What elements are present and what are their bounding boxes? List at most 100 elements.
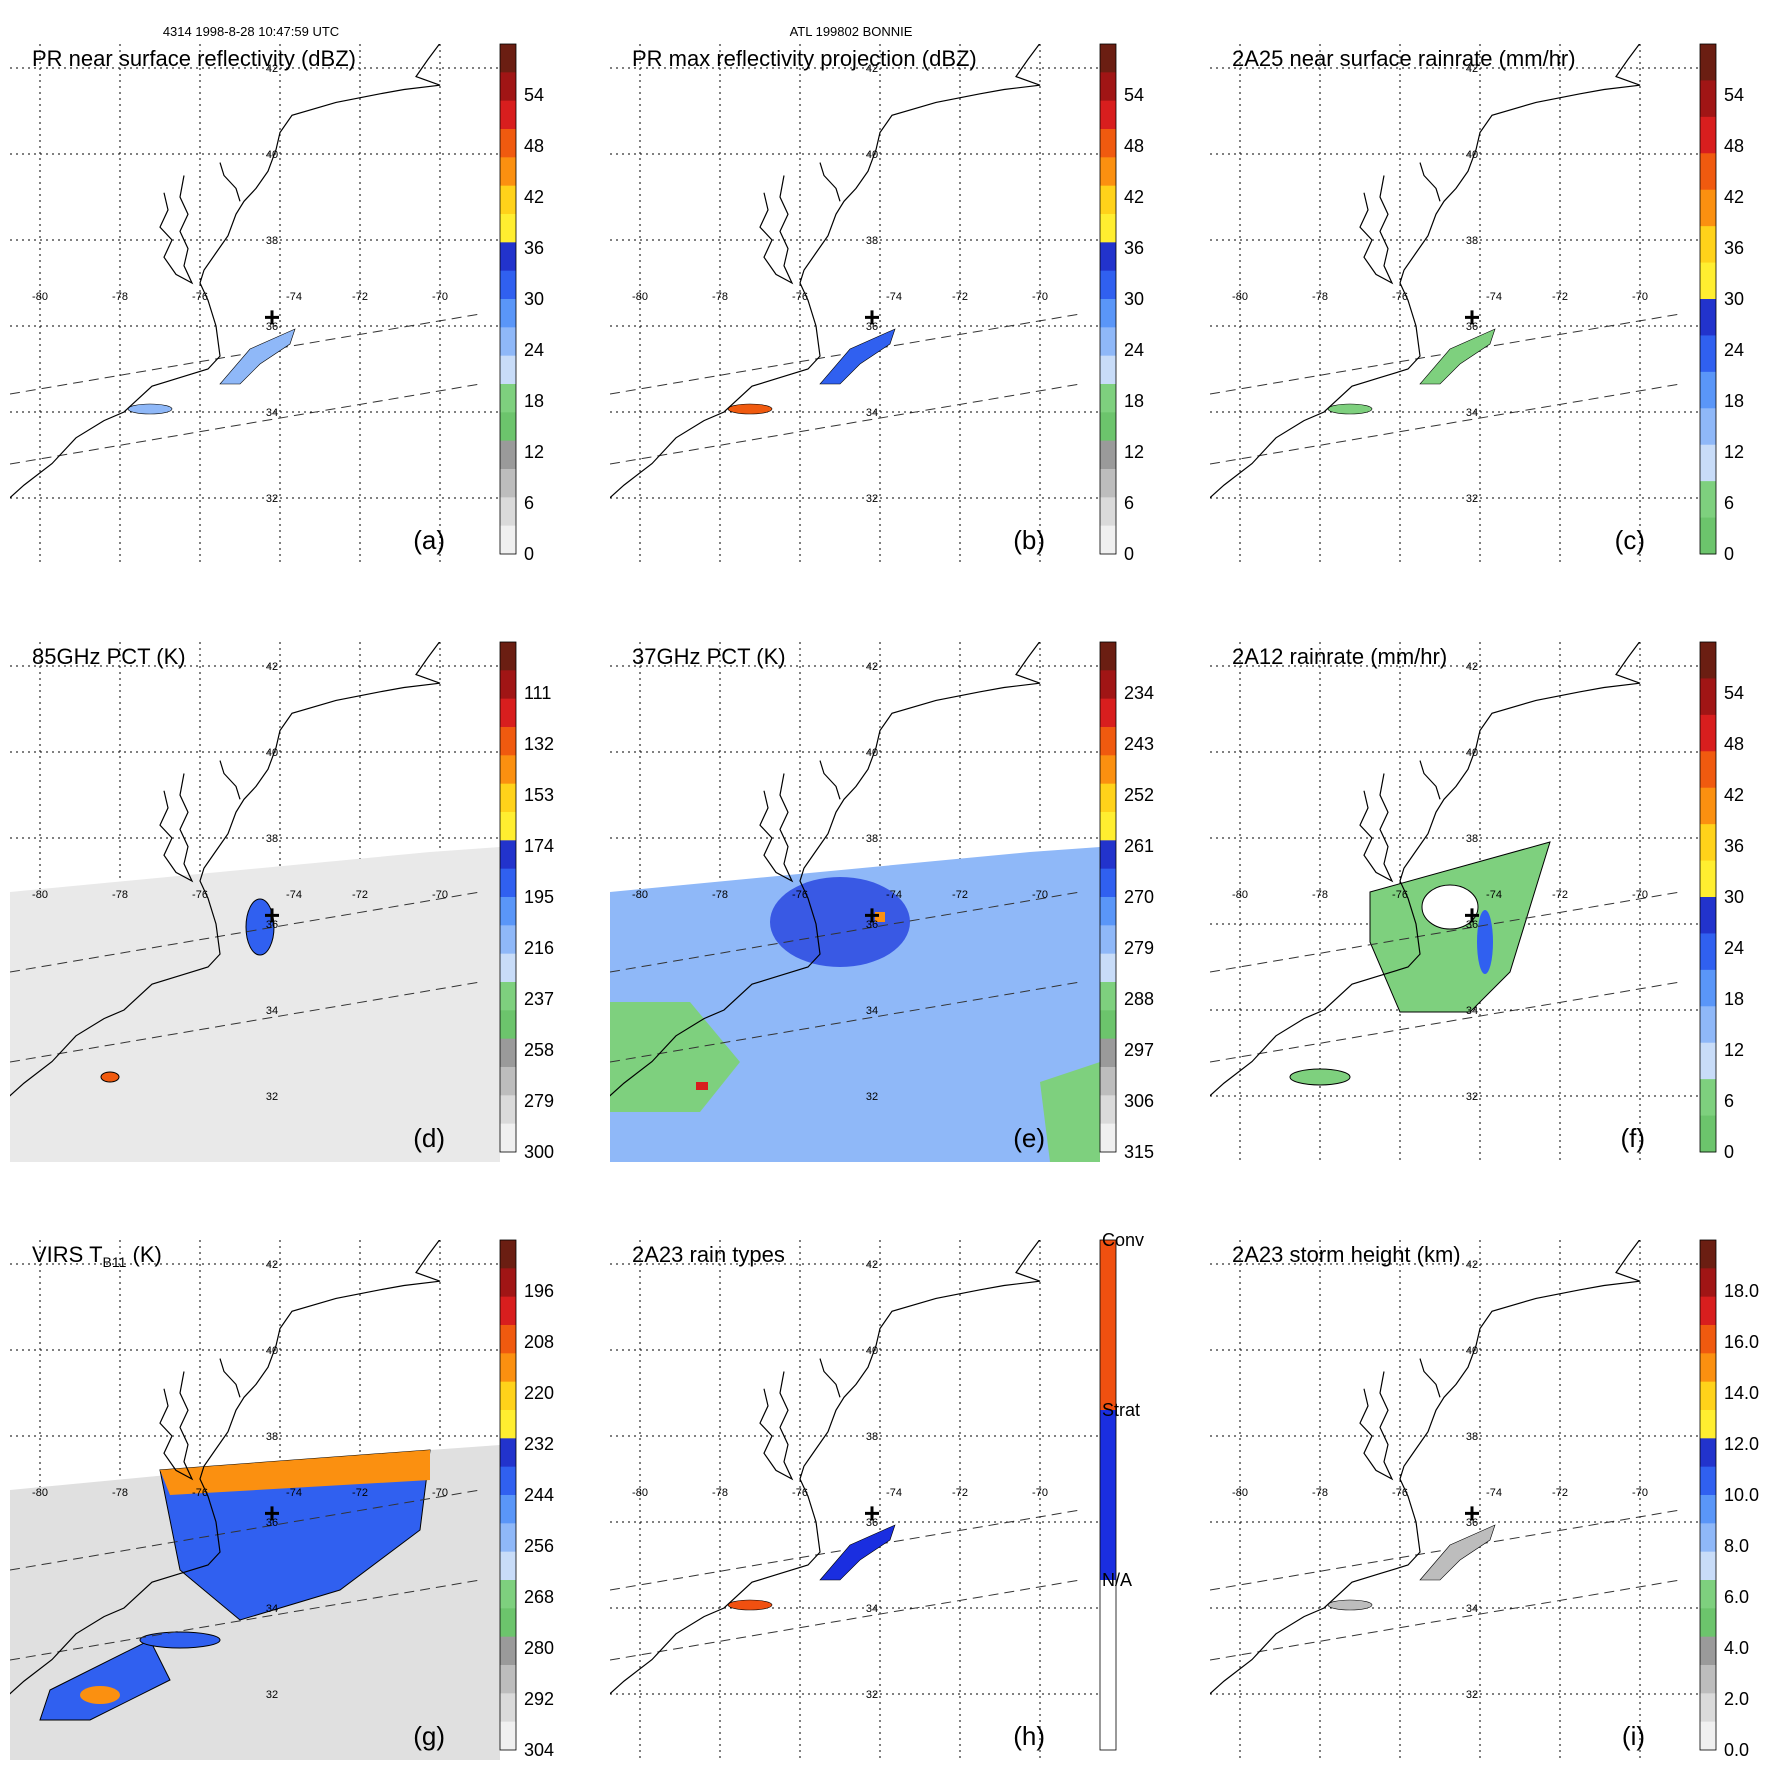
colorbar-tick-label: 18: [1724, 989, 1744, 1009]
colorbar-tick-label: 300: [524, 1142, 554, 1162]
colorbar-segment: [1700, 860, 1716, 898]
colorbar-segment: [1700, 335, 1716, 373]
coastline: [1210, 642, 1641, 1097]
lat-label: 32: [866, 1091, 878, 1103]
lon-label: -80: [1232, 889, 1248, 901]
panel-f: 42 40 38 36 34 32 -80 -78 -76 -74 -72 -70 2A12 rainr…: [1210, 641, 1744, 1162]
panels: 42 40 38 36 34 32 -80 -78 -76 -74 -72 -70 PR near su…: [10, 43, 1759, 1760]
panel-label: (d): [413, 1123, 445, 1153]
colorbar-segment: [500, 72, 516, 102]
panel-label: (c): [1615, 525, 1645, 555]
lon-label: -76: [1392, 889, 1408, 901]
colorbar-segment: [500, 897, 516, 926]
lon-label: -76: [192, 291, 208, 303]
colorbar-tick-label: 256: [524, 1536, 554, 1556]
colorbar-tick-label: 8.0: [1724, 1536, 1749, 1556]
panel-title: VIRS TB11 (K): [32, 1242, 162, 1270]
colorbar-segment: [500, 327, 516, 357]
map-area: 42 40 38 36 34 32 -80 -78 -76 -74 -72 -70: [10, 44, 500, 564]
colorbar-segment: [500, 440, 516, 470]
colorbar-segment: [1700, 897, 1716, 934]
cold-cloud-top: [160, 1450, 430, 1495]
colorbar-segment: [1100, 897, 1116, 926]
colorbar-tick-label: 243: [1124, 734, 1154, 754]
colorbar-segment: [500, 1580, 516, 1609]
colorbar-segment: [500, 1325, 516, 1354]
delaware-bay-coast: [819, 760, 841, 800]
colorbar-tick-label: 270: [1124, 887, 1154, 907]
lon-label: -78: [1312, 1487, 1328, 1499]
colorbar-segment: [500, 185, 516, 215]
colorbar-segment: [1700, 80, 1716, 118]
colorbar-frame: [1099, 1239, 1117, 1751]
lon-label: -74: [286, 291, 302, 303]
lat-label: 38: [266, 1431, 278, 1443]
colorbar-tick-label: 6: [1124, 493, 1134, 513]
colorbar-segment: [500, 727, 516, 756]
lon-label: -76: [192, 889, 208, 901]
colorbar-segment: [500, 299, 516, 328]
chesapeake-bay-coast: [759, 175, 794, 285]
panel-label: (g): [413, 1721, 445, 1751]
lat-label: 40: [266, 149, 278, 161]
colorbar-tick-label: 0: [1124, 544, 1134, 564]
panel-title: 2A23 storm height (km): [1232, 1242, 1461, 1267]
lat-label: 40: [866, 1345, 878, 1357]
pct85-swath-field: [10, 847, 500, 1162]
colorbar-tick-label: 132: [524, 734, 554, 754]
colorbar-segment: [1100, 1038, 1116, 1068]
colorbar-segment: [1700, 1381, 1716, 1411]
colorbar-segment: [500, 157, 516, 187]
colorbar-tick-label: 12.0: [1724, 1434, 1759, 1454]
storm-center-marker: [1465, 908, 1479, 923]
colorbar-segment: [500, 1608, 516, 1638]
cold-cloud-region: [139, 1631, 221, 1649]
colorbar-segment: [1100, 783, 1116, 813]
colorbar-frame: [1699, 1239, 1717, 1751]
colorbar-segment: [1100, 242, 1116, 272]
chesapeake-bay-coast: [759, 773, 794, 883]
colorbar-segment: [500, 129, 516, 158]
colorbar-segment: [1100, 384, 1116, 413]
rain-cell: [1419, 1524, 1496, 1581]
map-area: 42 40 38 36 34 32 -80 -78 -76 -74 -72 -70: [1210, 642, 1700, 1162]
lon-label: -74: [286, 889, 302, 901]
lon-label: -72: [1552, 1487, 1568, 1499]
colorbar-tick-label: 18: [1724, 391, 1744, 411]
colorbar-segment: [1700, 371, 1716, 409]
colorbar-segment: [1700, 642, 1716, 679]
lat-label: 34: [866, 407, 878, 419]
colorbar-tick-label: 0: [524, 544, 534, 564]
colorbar-segment: [1700, 1240, 1716, 1269]
colorbar-segment: [500, 1466, 516, 1496]
convective-cell: [100, 1071, 120, 1083]
lon-label: -78: [112, 291, 128, 303]
panel-c: 42 40 38 36 34 32 -80 -78 -76 -74 -72 -70 2A25 near …: [1210, 43, 1744, 564]
lon-label: -70: [1032, 889, 1048, 901]
colorbar-segment: [1100, 270, 1116, 300]
colorbar-segment: [1700, 116, 1716, 154]
panel-d: 42 40 38 36 34 32 -80 -78 -76 -74 -72 -70 85GHz PCT …: [10, 641, 554, 1162]
lat-label: 42: [1466, 1259, 1478, 1271]
lon-label: -74: [1486, 1487, 1502, 1499]
colorbar-segment: [1100, 100, 1116, 130]
title-subscript: B11: [103, 1254, 127, 1270]
colorbar-segment: [1700, 444, 1716, 482]
colorbar-tick-label: 216: [524, 938, 554, 958]
colorbar-tick-label: 237: [524, 989, 554, 1009]
colorbar-tick-label: 6: [524, 493, 534, 513]
colorbar-tick-label: 288: [1124, 989, 1154, 1009]
colorbar-segment: [1700, 1438, 1716, 1468]
chesapeake-bay-coast: [1359, 175, 1394, 285]
colorbar-segment: [1700, 714, 1716, 752]
lat-label: 40: [1466, 747, 1478, 759]
lon-label: -78: [112, 889, 128, 901]
colorbar-segment: [1700, 299, 1716, 336]
chesapeake-bay-coast: [1359, 773, 1394, 883]
colorbar-tick-label: 36: [524, 238, 544, 258]
lat-label: 40: [266, 747, 278, 759]
lat-label: 36: [266, 321, 278, 333]
panel-label: (i): [1622, 1721, 1645, 1751]
colorbar-tick-label: 297: [1124, 1040, 1154, 1060]
colorbar-segment: [1100, 982, 1116, 1011]
